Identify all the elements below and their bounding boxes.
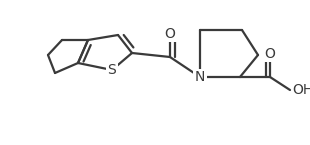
Text: O: O — [165, 27, 175, 41]
Text: O: O — [264, 47, 276, 61]
Text: S: S — [108, 63, 116, 77]
Text: OH: OH — [292, 83, 310, 97]
Text: N: N — [195, 70, 205, 84]
